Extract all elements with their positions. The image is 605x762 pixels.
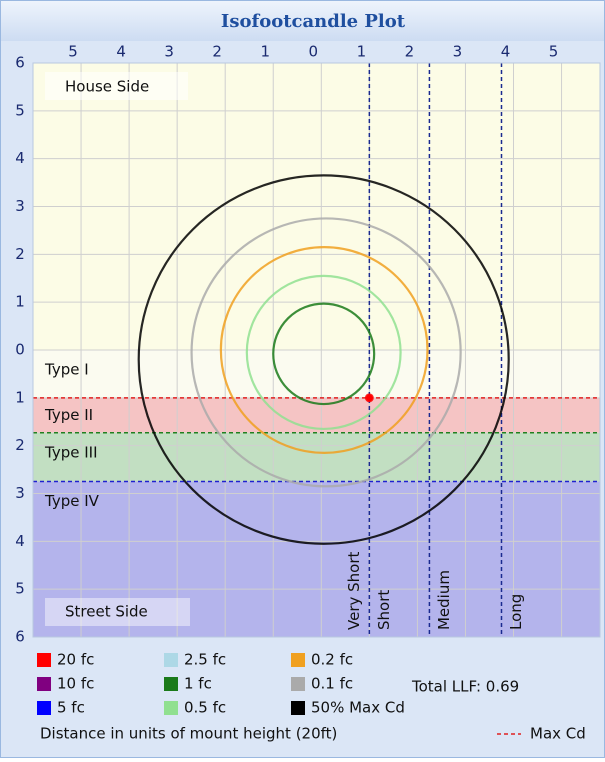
legend-swatch xyxy=(37,677,51,691)
legend-label: Max Cd xyxy=(530,725,586,743)
x-tick-label: 0 xyxy=(309,43,319,61)
legend-label: 20 fc xyxy=(57,651,94,669)
y-tick-label: 5 xyxy=(15,580,25,598)
zone-label: Type IV xyxy=(44,492,100,510)
legend-swatch xyxy=(291,653,305,667)
x-tick-label: 2 xyxy=(405,43,415,61)
legend-swatch xyxy=(291,701,305,715)
y-tick-label: 3 xyxy=(15,197,25,215)
x-tick-label: 2 xyxy=(212,43,222,61)
y-tick-label: 2 xyxy=(15,436,25,454)
y-tick-label: 1 xyxy=(15,293,25,311)
x-tick-label: 5 xyxy=(68,43,78,61)
y-tick-label: 4 xyxy=(15,149,25,167)
overlay: 5 4 3 2 1 0 1 2 3 4 5 6 5 4 3 2 1 0 1 2 3 4 5 6 Type I Type II Typ… xyxy=(15,43,601,743)
legend-label: 0.5 fc xyxy=(184,699,226,717)
contour xyxy=(219,246,429,454)
total-llf: Total LLF: 0.69 xyxy=(411,678,519,696)
throw-label: Short xyxy=(375,590,393,630)
zone-label: Type II xyxy=(44,406,93,424)
x-tick-label: 3 xyxy=(453,43,463,61)
zone-label: Type I xyxy=(44,361,89,379)
legend-label: 5 fc xyxy=(57,699,85,717)
legend-swatch xyxy=(37,653,51,667)
throw-label: Very Short xyxy=(345,551,363,630)
y-tick-label: 4 xyxy=(15,532,25,550)
house-label: House Side xyxy=(65,78,149,96)
zone-band xyxy=(33,481,600,637)
x-tick-label: 1 xyxy=(260,43,270,61)
max-point xyxy=(364,393,374,403)
legend-label: 2.5 fc xyxy=(184,651,226,669)
street-label: Street Side xyxy=(65,603,148,621)
x-tick-label: 4 xyxy=(501,43,511,61)
legend-label: 0.1 fc xyxy=(311,675,353,693)
zone-label: Type III xyxy=(44,443,98,461)
legend-swatch xyxy=(164,701,178,715)
x-axis-label: Distance in units of mount height (20ft) xyxy=(40,725,337,743)
legend-swatch xyxy=(291,677,305,691)
y-tick-label: 5 xyxy=(15,101,25,119)
x-tick-label: 5 xyxy=(549,43,559,61)
throw-label: Medium xyxy=(435,570,453,630)
zone-band xyxy=(33,432,600,482)
y-tick-label: 2 xyxy=(15,245,25,263)
throw-label: Long xyxy=(507,594,525,630)
title-band xyxy=(1,1,604,41)
x-tick-label: 3 xyxy=(164,43,174,61)
chart-title: Isofootcandle Plot xyxy=(221,11,406,32)
legend-label: 1 fc xyxy=(184,675,212,693)
contour xyxy=(272,302,376,406)
legend-swatch xyxy=(164,677,178,691)
y-tick-label: 0 xyxy=(15,341,25,359)
plot-border xyxy=(32,62,601,638)
legend-label: 10 fc xyxy=(57,675,94,693)
contour xyxy=(137,174,510,545)
legend-swatch xyxy=(164,653,178,667)
label-box xyxy=(45,598,190,626)
y-tick-label: 6 xyxy=(15,54,25,72)
zone-band xyxy=(33,350,600,398)
contour xyxy=(190,217,462,488)
legend-label: 0.2 fc xyxy=(311,651,353,669)
plot-area xyxy=(33,63,600,637)
legend-label: 50% Max Cd xyxy=(311,699,405,717)
y-tick-label: 3 xyxy=(15,484,25,502)
x-tick-label: 4 xyxy=(116,43,126,61)
x-tick-label: 1 xyxy=(357,43,367,61)
label-box xyxy=(45,72,188,100)
contour xyxy=(245,274,402,431)
y-tick-label: 6 xyxy=(15,628,25,646)
y-tick-label: 1 xyxy=(15,388,25,406)
legend-swatch xyxy=(37,701,51,715)
